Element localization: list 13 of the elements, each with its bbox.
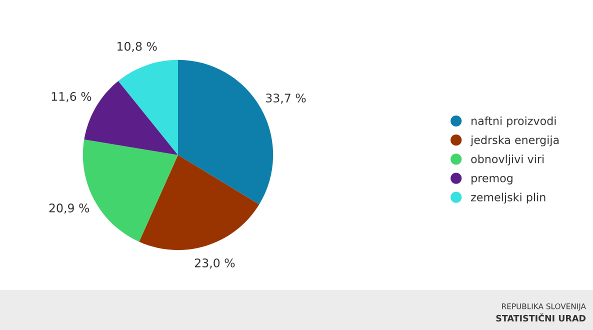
legend-label: jedrska energija (470, 136, 559, 146)
data-label: 10,8 % (118, 42, 157, 52)
legend-label: zemeljski plin (471, 192, 546, 204)
data-label: 33,7 % (266, 94, 306, 104)
pie-slice (139, 155, 260, 250)
data-label: 23,0 % (194, 258, 235, 269)
text: STATISTIČNI URAD (496, 313, 586, 322)
legend-label: premog (472, 176, 512, 184)
data-label: 20,9 % (49, 204, 90, 214)
pie-slice (118, 60, 178, 155)
legend-label: naftni proizvodi (472, 116, 556, 128)
data-label: 11,6 % (52, 92, 92, 102)
legend-label: obnovljivi viri (471, 154, 544, 166)
